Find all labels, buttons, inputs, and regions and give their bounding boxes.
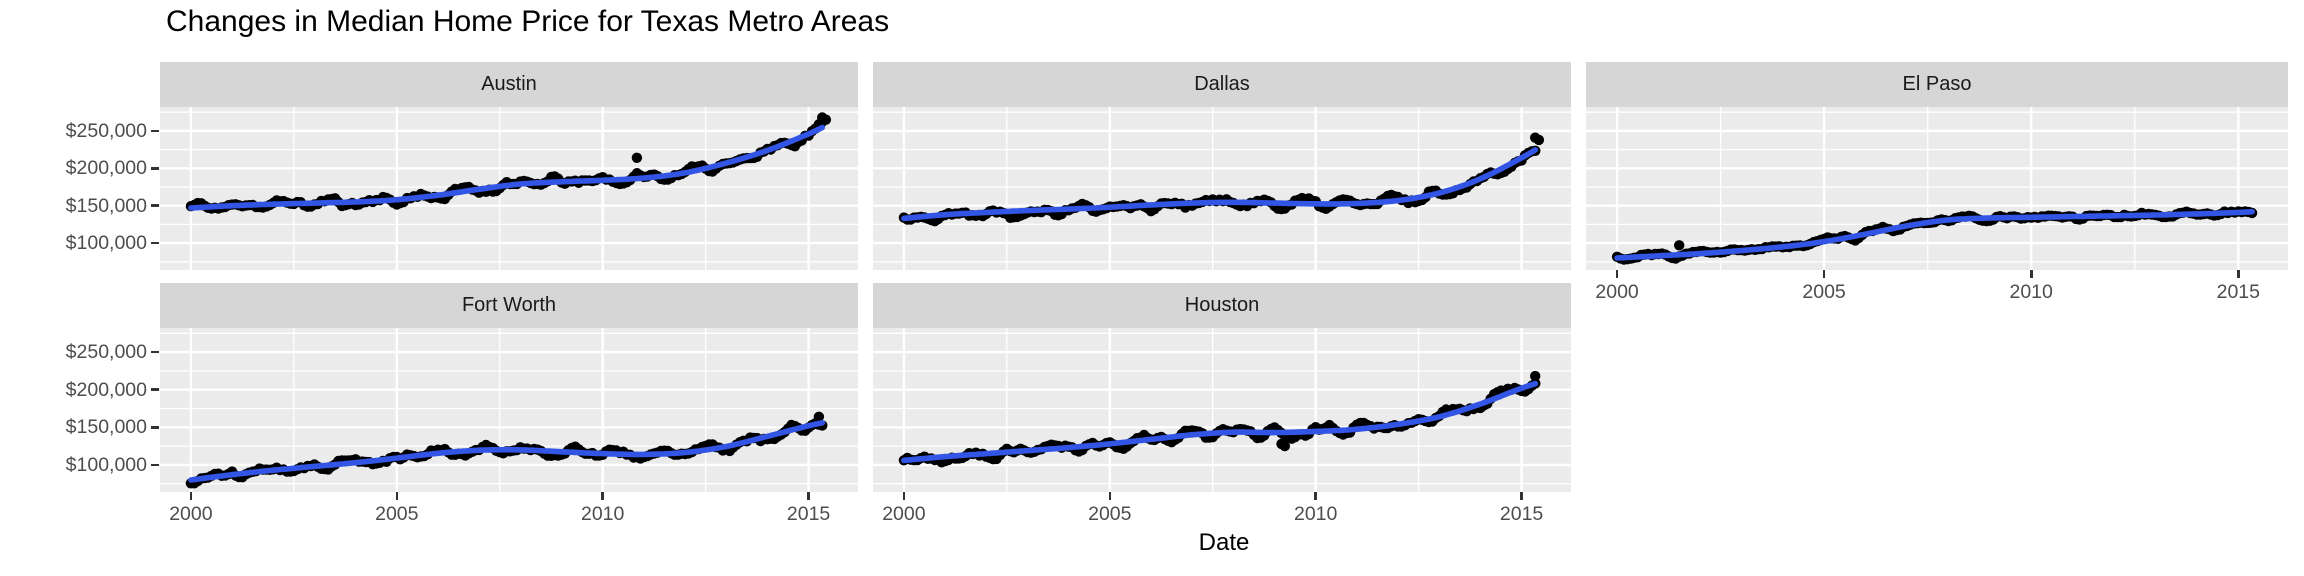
x-tick-mark xyxy=(1615,270,1619,278)
y-tick-label: $100,000 xyxy=(65,453,147,476)
y-tick-label: $200,000 xyxy=(65,378,147,401)
facet-strip-label: Houston xyxy=(1184,294,1260,316)
x-tick-mark xyxy=(189,492,193,500)
facet-strip-el-paso: El Paso xyxy=(1586,62,2288,107)
x-tick-label: 2015 xyxy=(786,503,831,525)
panel-austin xyxy=(160,107,858,270)
x-tick-label: 2000 xyxy=(1595,281,1639,303)
x-tick-label: 2015 xyxy=(1499,503,1544,525)
x-tick-label: 2000 xyxy=(169,503,213,525)
y-tick-mark xyxy=(151,388,159,391)
x-tick-mark xyxy=(601,492,604,500)
x-tick-label: 2005 xyxy=(1802,281,1846,303)
facet-strip-label: El Paso xyxy=(1902,73,1972,95)
panel-el-paso xyxy=(1586,107,2288,270)
y-tick-label: $250,000 xyxy=(65,119,147,142)
x-tick-mark xyxy=(2237,270,2240,278)
facet-strip-label: Austin xyxy=(481,73,537,95)
x-tick-label: 2010 xyxy=(580,503,625,525)
panel-houston xyxy=(873,328,1571,492)
y-tick-label: $150,000 xyxy=(65,416,147,439)
x-tick-mark xyxy=(1822,270,1826,278)
panel-fort-worth xyxy=(160,328,858,492)
x-tick-label: 2005 xyxy=(375,503,419,525)
facet-strip-austin: Austin xyxy=(160,62,858,107)
x-tick-label: 2010 xyxy=(1293,503,1338,525)
y-tick-mark xyxy=(151,129,159,133)
y-tick-mark xyxy=(151,350,159,354)
x-tick-label: 2015 xyxy=(2216,281,2260,303)
facet-strip-fort-worth: Fort Worth xyxy=(160,283,858,328)
x-tick-label: 2010 xyxy=(2009,281,2053,303)
panel-dallas xyxy=(873,107,1571,270)
y-tick-mark xyxy=(151,204,159,207)
y-tick-mark xyxy=(151,426,159,429)
x-tick-label: 2005 xyxy=(1088,503,1132,525)
facet-strip-label: Dallas xyxy=(1194,73,1250,95)
x-tick-mark xyxy=(1520,492,1523,500)
facet-strip-dallas: Dallas xyxy=(873,62,1571,107)
x-tick-mark xyxy=(1314,492,1317,500)
x-tick-mark xyxy=(902,492,906,500)
y-tick-mark xyxy=(151,463,159,467)
y-tick-mark xyxy=(151,167,159,170)
facet-strip-houston: Houston xyxy=(873,283,1571,328)
y-tick-label: $250,000 xyxy=(65,341,147,364)
x-tick-mark xyxy=(2030,270,2033,278)
chart-title: Changes in Median Home Price for Texas M… xyxy=(166,5,890,38)
y-tick-label: $100,000 xyxy=(65,232,147,255)
x-tick-mark xyxy=(395,492,398,500)
x-tick-label: 2000 xyxy=(882,503,926,525)
facet-strip-label: Fort Worth xyxy=(461,294,557,316)
y-tick-mark xyxy=(151,241,159,245)
y-tick-label: $200,000 xyxy=(65,157,147,180)
x-tick-mark xyxy=(1108,492,1111,500)
y-tick-label: $150,000 xyxy=(65,194,147,217)
x-axis-title: Date xyxy=(1198,529,1250,556)
x-tick-mark xyxy=(807,492,810,500)
